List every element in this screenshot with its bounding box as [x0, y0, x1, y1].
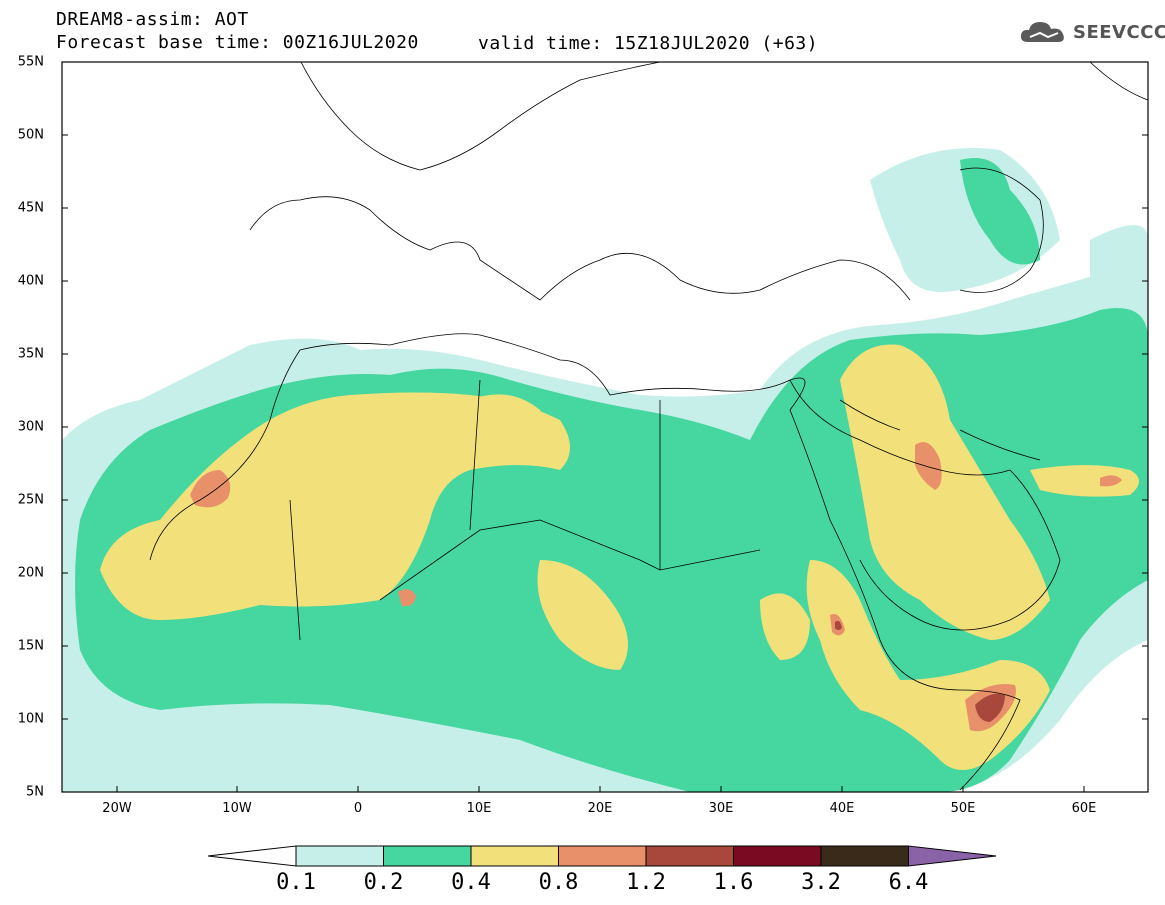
lon-label: 20W [102, 801, 132, 816]
colorbar-box-5 [733, 845, 822, 867]
aot-contour-0.8-mali [398, 589, 416, 607]
aot-contour-0.4-sudan [760, 593, 810, 660]
lat-label: 55N [17, 54, 44, 70]
aot-contour-1.2-redsea [835, 620, 842, 630]
colorbar-box-2 [470, 845, 559, 867]
aot-contour-0.4-sahara [100, 392, 570, 620]
aot-fields [62, 148, 1148, 792]
forecast-base-time: Forecast base time: 00Z16JUL2020 [56, 32, 419, 53]
lon-label: 20E [587, 801, 613, 816]
colorbar-label: 3.2 [801, 870, 841, 895]
lat-label: 35N [17, 346, 44, 362]
colorbar-box-3 [558, 845, 647, 867]
colorbar-left-arrow [207, 845, 297, 867]
colorbar [207, 845, 997, 867]
lat-label: 20N [17, 565, 44, 581]
aot-contour-0.4-libya [470, 394, 548, 460]
colorbar-label: 0.1 [276, 870, 316, 895]
aot-contour-0.4-gulf [1030, 465, 1139, 497]
lat-label: 5N [26, 784, 44, 800]
aot-contour-0.8-oman [1100, 475, 1122, 487]
colorbar-label: 1.6 [713, 870, 754, 895]
lon-label: 40E [829, 801, 855, 816]
map-title: DREAM8-assim: AOT [56, 9, 249, 30]
coastlines [149, 62, 1148, 791]
lat-label: 10N [17, 711, 44, 727]
lon-label: 10E [466, 801, 492, 816]
lon-label: 10W [222, 801, 252, 816]
lon-label: 0 [353, 801, 363, 816]
aot-contour-0.4-chad [537, 560, 628, 670]
aot-contour-1.2-somalia [975, 693, 1005, 722]
colorbar-label: 0.8 [538, 870, 579, 895]
colorbar-right-arrow [908, 845, 997, 867]
colorbar-box-1 [383, 845, 472, 867]
lat-label: 45N [17, 200, 44, 216]
axis-ticks [62, 61, 1148, 793]
valid-time: valid time: 15Z18JUL2020 (+63) [478, 33, 819, 54]
aot-contour-0.8-iraq [915, 442, 942, 490]
lon-label: 60E [1071, 801, 1097, 816]
lon-label: 50E [950, 801, 976, 816]
lat-label: 25N [17, 492, 44, 508]
lat-label: 40N [17, 273, 44, 289]
aot-contour-0.8-wsahara [190, 470, 231, 508]
aot-contour-0.4-arabia [840, 344, 1050, 640]
colorbar-label: 1.2 [626, 870, 666, 895]
aot-contour-0.2-caspian [960, 158, 1040, 265]
colorbar-box-6 [820, 845, 909, 867]
logo-text: SEEVCCC [1073, 21, 1165, 43]
cloud-icon [1020, 22, 1064, 42]
seevccc-logo: SEEVCCC [1018, 18, 1165, 46]
colorbar-box-4 [645, 845, 734, 867]
lat-label: 15N [17, 638, 44, 654]
colorbar-box-0 [295, 845, 384, 867]
colorbar-label: 0.4 [451, 870, 491, 895]
lon-label: 30E [708, 801, 734, 816]
colorbar-label: 0.2 [363, 870, 404, 895]
lat-label: 50N [17, 127, 44, 143]
colorbar-label: 6.4 [888, 870, 929, 895]
lat-label: 30N [17, 419, 44, 435]
